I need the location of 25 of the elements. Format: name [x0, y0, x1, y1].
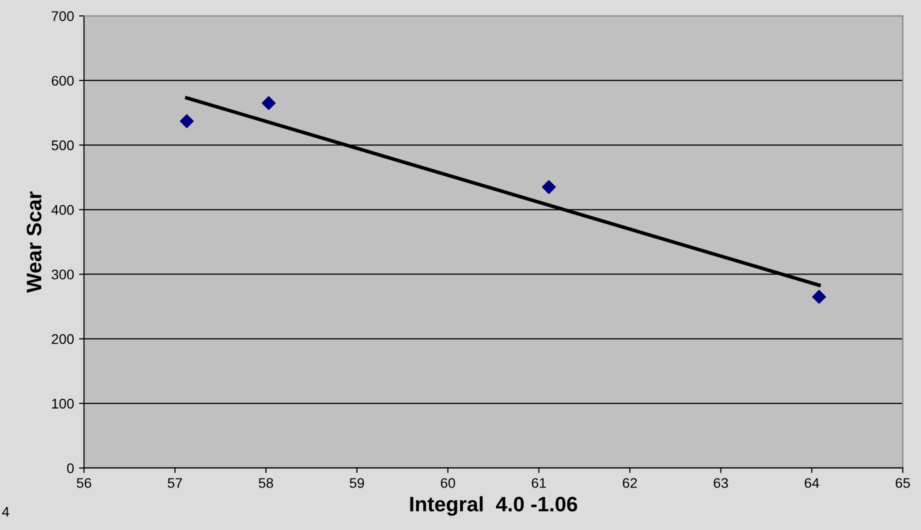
- x-tick-label: 63: [714, 478, 728, 488]
- y-tick-label: 700: [52, 11, 74, 22]
- point: [262, 96, 276, 110]
- x-axis-title: Integral 4.0 -1.06: [410, 496, 578, 516]
- y-tick-label: 400: [51, 204, 74, 215]
- y-tick-label: 100: [52, 398, 74, 409]
- y-tick-label: 500: [52, 140, 74, 150]
- point: [180, 114, 194, 128]
- x-tick-label: 58: [258, 478, 274, 488]
- x-tick-label: 57: [168, 478, 182, 488]
- y-tick-label: 0: [67, 463, 74, 474]
- x-tick-label: 61: [532, 478, 546, 488]
- point: [812, 290, 826, 304]
- x-tick-label: 60: [440, 478, 456, 488]
- y-tick-label: 200: [52, 334, 74, 344]
- y-tick-label: 300: [52, 270, 74, 280]
- text: 4: [2, 506, 10, 517]
- x-tick-label: 64: [804, 478, 820, 488]
- x-tick-label: 56: [76, 478, 92, 488]
- x-tick-label: 65: [896, 478, 910, 488]
- x-tick-label: 59: [350, 478, 364, 488]
- point: [542, 180, 556, 194]
- x-tick-label: 62: [622, 478, 637, 488]
- y-axis-title: Wear Scar: [26, 191, 42, 293]
- y-tick-label: 600: [52, 76, 74, 86]
